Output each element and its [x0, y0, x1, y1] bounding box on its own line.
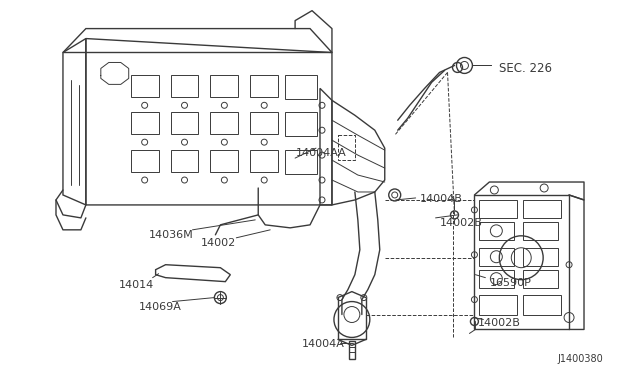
Bar — [285, 150, 317, 174]
Bar — [524, 270, 558, 288]
Bar — [524, 200, 561, 218]
Text: J1400380: J1400380 — [557, 355, 603, 364]
Bar — [250, 112, 278, 134]
Bar — [211, 112, 238, 134]
Bar — [171, 76, 198, 97]
Text: SEC. 226: SEC. 226 — [499, 62, 552, 76]
Bar — [524, 222, 558, 240]
Bar — [131, 150, 159, 172]
Bar — [349, 341, 355, 359]
Text: 14004A: 14004A — [302, 339, 345, 349]
Bar — [479, 200, 517, 218]
Bar — [479, 248, 515, 266]
Text: 14004AA: 14004AA — [296, 148, 347, 158]
Bar — [524, 248, 558, 266]
Text: 14002B: 14002B — [477, 318, 520, 327]
Text: 14002B: 14002B — [440, 218, 483, 228]
Bar — [131, 76, 159, 97]
Text: 14004B: 14004B — [420, 194, 463, 204]
Bar — [479, 270, 515, 288]
Text: 14069A: 14069A — [139, 302, 182, 312]
Bar — [250, 150, 278, 172]
Bar — [131, 112, 159, 134]
Bar — [211, 150, 238, 172]
Text: 14014: 14014 — [119, 280, 154, 290]
Text: 14036M: 14036M — [148, 230, 193, 240]
Bar — [171, 112, 198, 134]
Text: 14002: 14002 — [200, 238, 236, 248]
Text: 16590P: 16590P — [490, 278, 531, 288]
Bar — [479, 295, 517, 314]
Bar — [285, 76, 317, 99]
Bar — [479, 222, 515, 240]
Bar — [171, 150, 198, 172]
Bar — [285, 112, 317, 136]
Bar — [211, 76, 238, 97]
Bar — [250, 76, 278, 97]
Bar — [524, 295, 561, 314]
